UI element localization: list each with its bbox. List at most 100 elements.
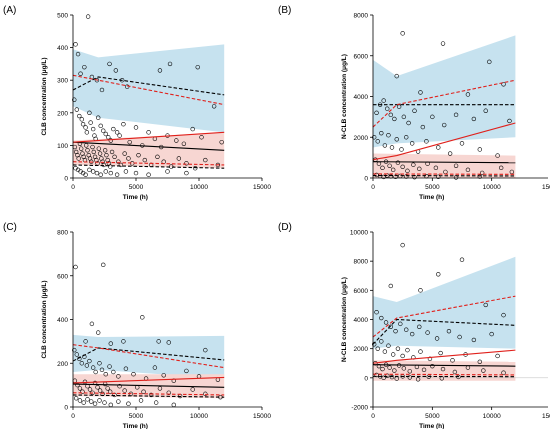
black-solid-line [372,161,516,164]
x-tick-label: 0 [71,413,75,420]
y-tick-label: 2000 [354,135,369,142]
observation-point [487,59,492,65]
observation-point [74,352,79,357]
observation-point [122,388,127,393]
observation-point [483,302,488,308]
observation-point [405,347,410,353]
observation-point [407,369,412,374]
x-tick-label: 10000 [483,413,501,420]
observation-point [421,367,427,373]
observation-point [107,364,112,369]
observation-point [438,350,443,356]
observation-point [77,113,82,119]
observation-point [389,374,395,380]
inner-prediction-band [373,153,516,178]
observation-point [155,154,160,160]
observation-point [389,145,395,150]
observation-point [400,242,405,248]
observation-point [98,123,103,129]
observation-point [165,169,170,174]
observation-point [123,169,129,174]
observation-point [453,112,459,118]
y-axis-label: CLB concentration (μg/L) [41,58,48,136]
observation-point [195,64,200,70]
x-axis-label: Time (h) [123,194,148,201]
observation-point [387,365,392,370]
x-tick-label: 5000 [425,184,440,191]
y-tick-label: 500 [57,13,68,20]
observation-point [459,257,465,262]
observation-point [409,331,415,337]
observation-point [107,164,113,169]
observation-point [85,397,90,402]
observation-point [395,160,401,165]
observation-point [136,152,141,158]
observation-point [424,139,429,144]
observation-point [417,166,422,172]
observation-point [156,339,161,344]
observation-point [73,42,78,47]
observation-point [112,154,117,160]
observation-point [78,146,84,151]
observation-point [418,90,423,95]
observation-point [74,107,79,112]
red-dashed-line [72,344,225,369]
observation-point [116,374,121,379]
observation-point [495,353,500,359]
observation-point [411,162,416,167]
observation-point [107,389,113,394]
observation-point [483,108,488,113]
y-tick-label: 400 [57,317,68,324]
y-tick-label: 0 [64,176,68,183]
observation-point [73,396,79,401]
observation-point [406,120,411,126]
observation-point [398,321,403,327]
y-tick-label: 0 [64,405,68,412]
inner-prediction-band [73,132,225,169]
panel-label: (D) [278,222,292,233]
x-tick-label: 5000 [129,184,144,191]
observation-point [97,151,103,156]
red-solid-line [72,376,225,384]
observation-point [117,384,122,389]
observation-point [83,125,88,130]
y-axis-label: CLB concentration (μg/L) [41,281,48,359]
observation-point [374,310,379,315]
observation-point [415,377,421,382]
x-tick-label: 0 [371,184,375,191]
red-solid-line [372,349,516,364]
y-tick-label: -2000 [351,405,368,412]
observation-point [388,112,393,118]
x-tick-label: 0 [71,184,75,191]
observation-point [388,283,393,289]
observation-point [103,371,108,377]
y-tick-label: 0 [364,375,368,382]
observation-point [452,369,458,375]
observation-point [84,143,89,148]
observation-point [85,148,90,153]
observation-point [89,399,94,404]
y-axis-label: N-CLB concentration (μg/L) [341,54,348,139]
observation-point [90,126,96,132]
observation-point [146,130,151,135]
observation-point [489,331,494,337]
observation-point [94,170,100,176]
observation-point [477,359,482,364]
observation-point [379,339,384,344]
red-dashed-line [72,161,225,166]
observation-point [184,368,189,374]
black-dashed-line [372,318,516,345]
observation-point [176,156,182,161]
observation-point [79,361,85,366]
observation-point [501,370,506,375]
observation-point [190,126,195,132]
observation-point [94,77,100,83]
observation-point [433,165,439,171]
observation-point [83,172,88,177]
observation-point [90,144,95,150]
observation-point [420,124,426,130]
observation-point [380,165,385,171]
